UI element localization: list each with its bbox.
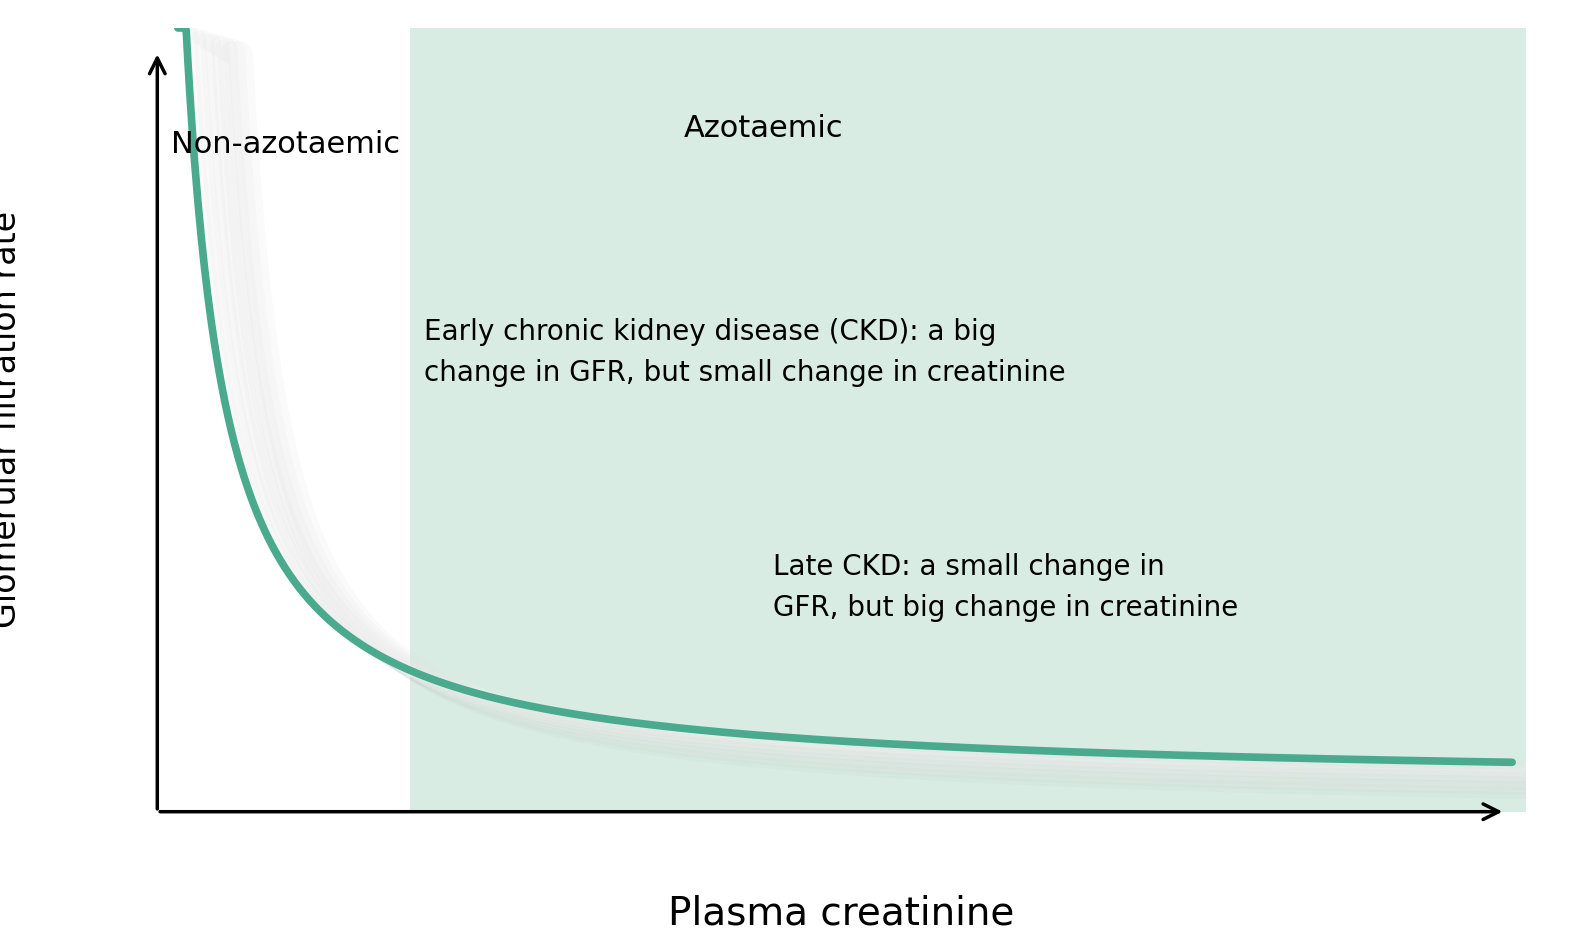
Text: Early chronic kidney disease (CKD): a big
change in GFR, but small change in cre: Early chronic kidney disease (CKD): a bi… [425,318,1066,387]
Bar [411,28,1526,812]
Text: Non-azotaemic: Non-azotaemic [171,130,400,159]
Text: Plasma creatinine: Plasma creatinine [669,894,1015,932]
Text: Glomerular filtration rate: Glomerular filtration rate [0,211,24,629]
Text: Late CKD: a small change in
GFR, but big change in creatinine: Late CKD: a small change in GFR, but big… [774,553,1238,622]
Text: Azotaemic: Azotaemic [684,114,843,143]
